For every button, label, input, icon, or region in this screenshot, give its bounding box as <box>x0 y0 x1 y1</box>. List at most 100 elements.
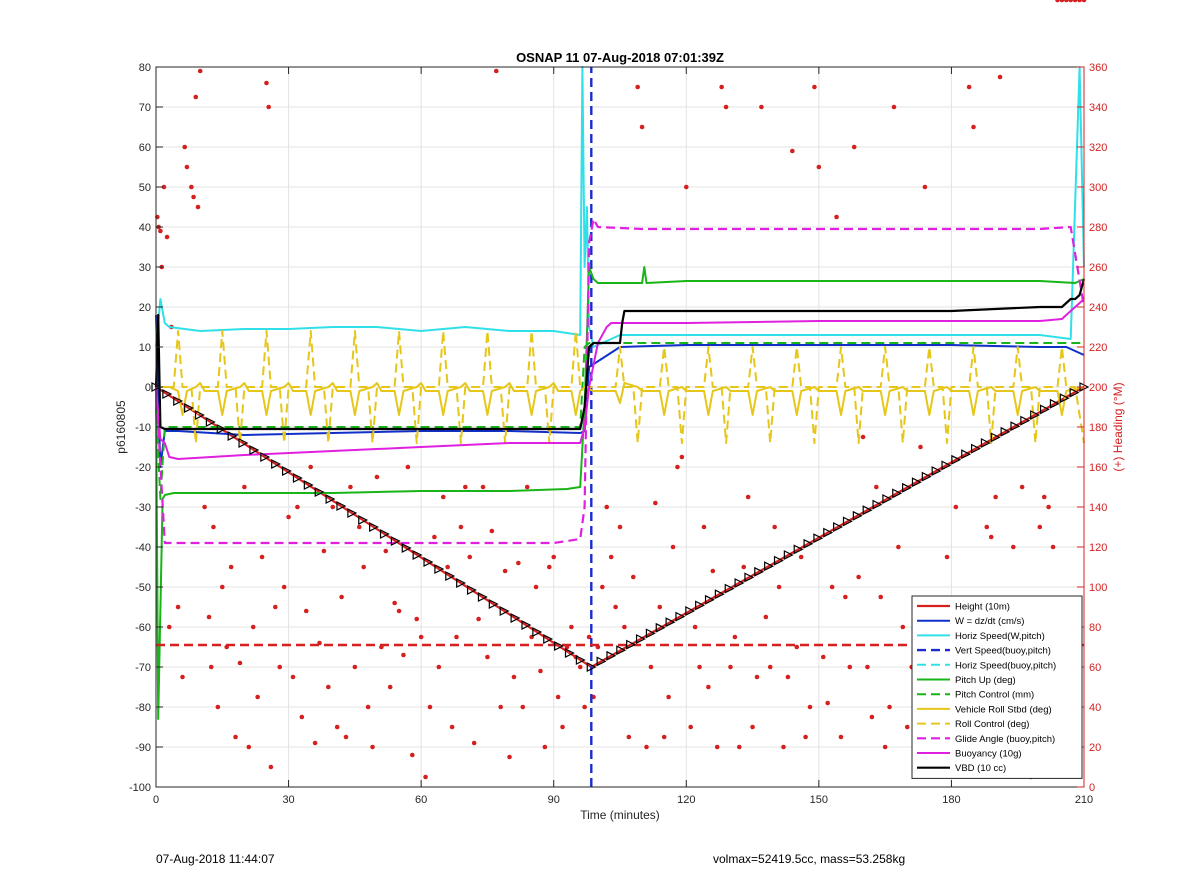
heading-point <box>480 484 486 490</box>
y2-tick-label: 120 <box>1089 542 1107 554</box>
height-marker <box>596 656 607 667</box>
height-marker <box>281 466 292 476</box>
heading-point <box>856 574 861 580</box>
heading-point <box>250 624 256 630</box>
heading-point <box>489 528 495 534</box>
height-marker <box>532 627 543 637</box>
height-marker <box>1020 415 1031 426</box>
x-tick-label: 150 <box>810 794 828 806</box>
legend-label: VBD (10 cc) <box>955 763 1006 774</box>
heading-point <box>246 744 252 750</box>
height-marker <box>931 466 942 476</box>
height-marker <box>543 634 554 644</box>
y-tick-label: 70 <box>139 102 151 114</box>
y2-axis-label: (+) Heading (°M) <box>1111 382 1125 471</box>
heading-point <box>392 600 397 606</box>
height-marker <box>626 639 637 650</box>
heading-point <box>741 564 747 570</box>
heading-point <box>206 614 212 620</box>
height-marker <box>685 606 696 616</box>
heading-point <box>211 524 216 530</box>
heading-point <box>719 84 724 90</box>
heading-point <box>383 548 389 554</box>
heading-point <box>600 584 605 590</box>
height-marker <box>882 494 893 504</box>
heading-point <box>772 524 777 530</box>
height-marker <box>477 592 488 602</box>
heading-point <box>732 634 738 640</box>
heading-point <box>820 654 826 660</box>
y2-tick-label: 160 <box>1089 462 1107 474</box>
heading-point <box>807 704 813 710</box>
heading-point <box>847 664 853 670</box>
heading-point <box>865 664 870 670</box>
x-tick-label: 60 <box>415 794 427 806</box>
heading-point <box>295 504 300 510</box>
heading-point <box>843 594 848 600</box>
heading-point <box>675 464 680 470</box>
heading-point <box>984 524 990 530</box>
heading-point <box>1059 0 1065 3</box>
heading-point <box>812 84 817 90</box>
heading-point <box>882 744 888 750</box>
height-marker <box>521 620 532 630</box>
heading-point <box>904 724 910 730</box>
height-marker <box>249 445 260 455</box>
height-marker <box>227 431 238 441</box>
heading-point <box>745 494 751 500</box>
heading-point <box>476 616 481 622</box>
heading-points <box>155 0 1087 780</box>
heading-point <box>896 544 901 550</box>
height-marker <box>1000 426 1011 437</box>
heading-point <box>816 164 822 170</box>
heading-point <box>785 674 791 680</box>
heading-point <box>432 534 437 540</box>
heading-point <box>1072 0 1078 3</box>
heading-point <box>776 584 782 590</box>
heading-point <box>900 624 906 630</box>
y-tick-label: -70 <box>135 662 151 674</box>
heading-point <box>1010 544 1016 550</box>
height-marker <box>783 550 794 560</box>
heading-point <box>697 664 702 670</box>
y2-tick-label: 60 <box>1089 662 1101 674</box>
heading-point <box>193 94 199 100</box>
heading-point <box>405 464 411 470</box>
heading-point <box>635 84 640 90</box>
legend: Height (10m) W = dz/dt (cm/s) Horiz Speed(… <box>911 595 1083 779</box>
heading-point <box>701 524 707 530</box>
y-tick-label: -50 <box>135 582 151 594</box>
heading-point <box>401 652 406 658</box>
height-marker <box>184 403 194 413</box>
heading-point <box>524 484 530 490</box>
heading-point <box>208 664 214 670</box>
heading-point <box>630 574 636 580</box>
legend-box <box>911 595 1083 779</box>
heading-point <box>798 554 804 560</box>
height-marker <box>803 538 814 549</box>
height-marker <box>1059 393 1070 404</box>
heading-point <box>449 724 455 730</box>
height-marker <box>990 432 1001 443</box>
heading-point <box>1019 484 1025 490</box>
heading-point <box>918 444 923 450</box>
heading-point <box>577 664 583 670</box>
height-marker <box>1049 398 1060 409</box>
height-marker <box>842 516 853 527</box>
heading-point <box>268 764 274 770</box>
height-marker <box>194 410 205 420</box>
height-marker <box>347 508 358 518</box>
heading-point <box>538 668 543 674</box>
heading-point <box>966 84 972 90</box>
height-marker <box>645 628 656 639</box>
height-marker <box>1069 387 1080 398</box>
height-marker <box>401 543 412 553</box>
heading-point <box>266 104 271 110</box>
heading-point <box>259 554 265 560</box>
heading-point <box>348 484 353 490</box>
height-markers <box>151 382 1090 672</box>
heading-point <box>427 704 433 710</box>
height-marker <box>971 443 981 454</box>
heading-point <box>922 184 928 190</box>
heading-point <box>1081 0 1087 3</box>
